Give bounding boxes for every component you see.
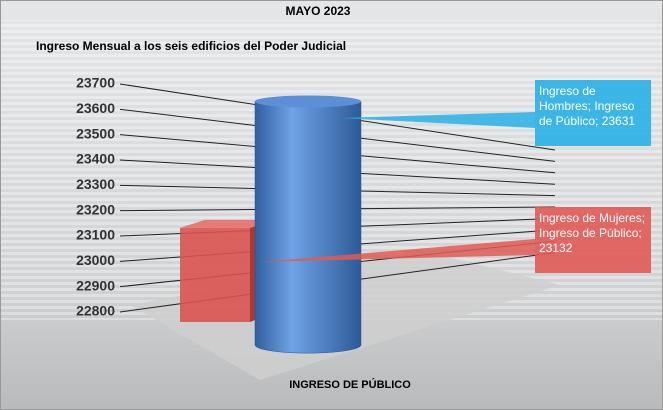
y-tick-label: 23700 bbox=[76, 75, 115, 91]
callout: Ingreso de Mujeres; Ingreso de Público; … bbox=[539, 211, 646, 255]
callout-pointer bbox=[260, 239, 535, 262]
y-tick-label: 23000 bbox=[76, 252, 115, 268]
bar-top bbox=[180, 219, 275, 228]
y-tick-label: 23100 bbox=[76, 227, 115, 243]
data-label: Ingreso de Hombres; Ingreso de Público; … bbox=[539, 84, 636, 128]
callout-box bbox=[535, 80, 651, 146]
y-tick-label: 22900 bbox=[76, 277, 115, 293]
callout-box bbox=[535, 207, 651, 273]
y-tick-label: 23500 bbox=[76, 125, 115, 141]
y-tick-label: 22800 bbox=[76, 303, 115, 319]
data-label: Ingreso de Mujeres; Ingreso de Público; … bbox=[539, 211, 646, 255]
y-tick-label: 23300 bbox=[76, 176, 115, 192]
bar bbox=[254, 101, 362, 354]
chart-title: MAYO 2023 bbox=[286, 4, 351, 18]
plot: 22800 22900 23000 23100 23200 23300 23400 23500… bbox=[76, 75, 651, 354]
callout-pointer bbox=[340, 112, 535, 128]
y-tick-label: 23200 bbox=[76, 201, 115, 217]
chart-subtitle: Ingreso Mensual a los seis edificios del… bbox=[36, 39, 346, 53]
bar-top bbox=[255, 95, 361, 108]
y-tick-label: 23600 bbox=[76, 100, 115, 116]
bar bbox=[180, 227, 250, 322]
y-tick-label: 23400 bbox=[76, 151, 115, 167]
callout: Ingreso de Hombres; Ingreso de Público; … bbox=[539, 84, 636, 128]
x-axis-label: INGRESO DE PÚBLICO bbox=[289, 378, 411, 391]
